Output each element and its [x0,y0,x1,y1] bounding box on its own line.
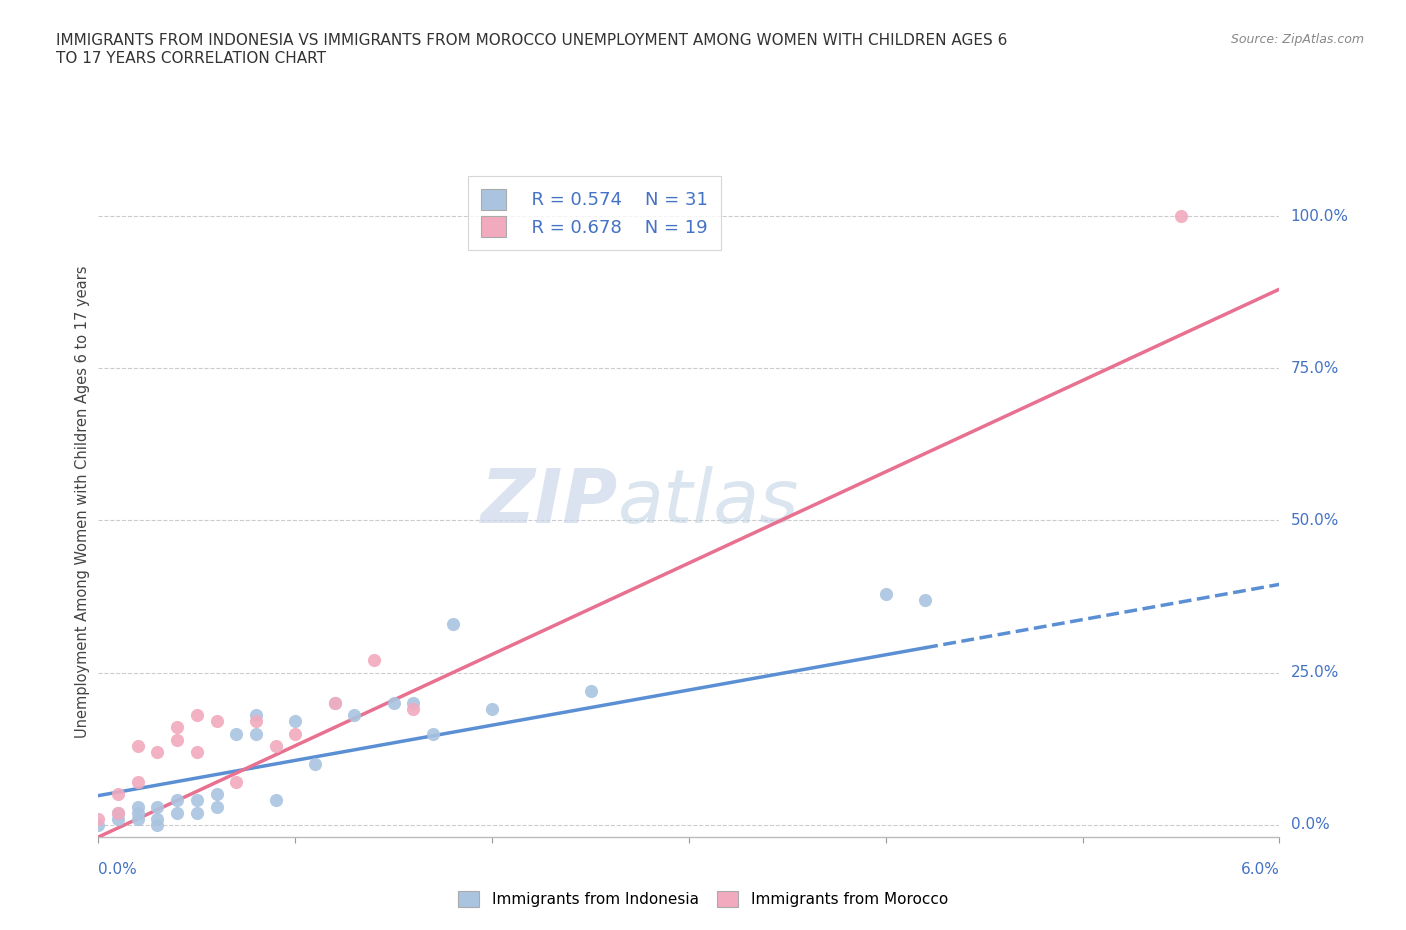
Point [323,696,346,711]
Point [166,805,188,820]
Text: atlas: atlas [619,466,800,538]
Text: 0.0%: 0.0% [1291,817,1329,832]
Point [205,714,228,729]
Legend:   R = 0.574    N = 31,   R = 0.678    N = 19: R = 0.574 N = 31, R = 0.678 N = 19 [468,177,721,250]
Point [166,793,188,808]
Point [343,708,366,723]
Point [245,726,267,741]
Point [107,787,129,802]
Point [166,720,188,735]
Point [284,726,307,741]
Point [186,793,208,808]
Point [205,799,228,814]
Point [225,726,247,741]
Point [146,811,169,826]
Text: IMMIGRANTS FROM INDONESIA VS IMMIGRANTS FROM MOROCCO UNEMPLOYMENT AMONG WOMEN WI: IMMIGRANTS FROM INDONESIA VS IMMIGRANTS … [56,33,1008,47]
Text: 50.0%: 50.0% [1291,513,1339,528]
Text: Source: ZipAtlas.com: Source: ZipAtlas.com [1230,33,1364,46]
Text: 6.0%: 6.0% [1240,862,1279,877]
Point [107,805,129,820]
Point [875,586,897,601]
Point [87,817,110,832]
Y-axis label: Unemployment Among Women with Children Ages 6 to 17 years: Unemployment Among Women with Children A… [75,266,90,738]
Point [382,696,405,711]
Point [127,805,149,820]
Point [264,793,287,808]
Point [127,738,149,753]
Point [166,732,188,747]
Point [481,702,503,717]
Point [87,811,110,826]
Point [186,805,208,820]
Text: 0.0%: 0.0% [98,862,138,877]
Point [422,726,444,741]
Point [107,805,129,820]
Point [127,775,149,790]
Point [363,653,385,668]
Point [205,787,228,802]
Point [146,799,169,814]
Point [264,738,287,753]
Point [186,708,208,723]
Text: ZIP: ZIP [481,466,619,538]
Point [107,811,129,826]
Point [323,696,346,711]
Text: 75.0%: 75.0% [1291,361,1339,376]
Point [146,744,169,759]
Point [127,811,149,826]
Point [402,702,425,717]
Point [579,684,602,698]
Point [245,714,267,729]
Point [441,617,464,631]
Point [304,756,326,771]
Point [225,775,247,790]
Point [186,744,208,759]
Text: 100.0%: 100.0% [1291,208,1348,223]
Point [146,817,169,832]
Legend: Immigrants from Indonesia, Immigrants from Morocco: Immigrants from Indonesia, Immigrants fr… [451,884,955,913]
Point [245,708,267,723]
Point [914,592,936,607]
Text: 25.0%: 25.0% [1291,665,1339,680]
Point [127,799,149,814]
Point [402,696,425,711]
Point [1170,208,1192,223]
Text: TO 17 YEARS CORRELATION CHART: TO 17 YEARS CORRELATION CHART [56,51,326,66]
Point [284,714,307,729]
